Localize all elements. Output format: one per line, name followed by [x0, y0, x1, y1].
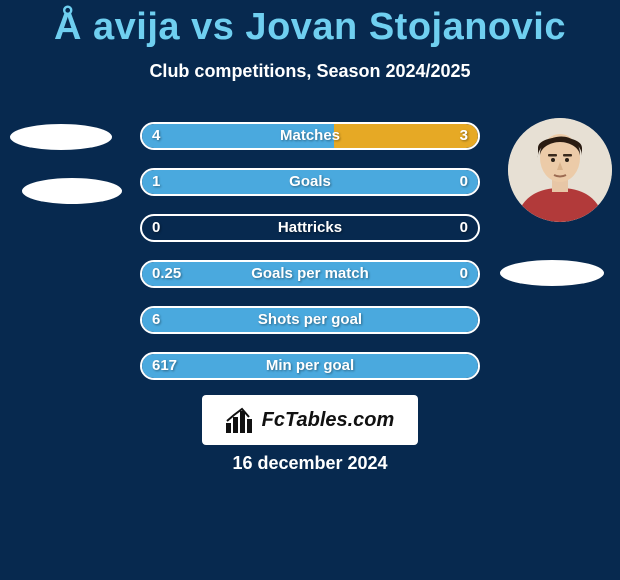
stat-row: Goals10	[0, 156, 620, 202]
snapshot-date: 16 december 2024	[0, 453, 620, 474]
stat-bar-left	[142, 354, 478, 378]
stat-bar-left	[142, 170, 478, 194]
stat-row: Shots per goal6	[0, 294, 620, 340]
bar-chart-icon	[226, 407, 256, 433]
stat-row: Min per goal617	[0, 340, 620, 386]
page-subtitle: Club competitions, Season 2024/2025	[0, 61, 620, 82]
stat-row: Hattricks00	[0, 202, 620, 248]
stat-row: Goals per match0.250	[0, 248, 620, 294]
stat-row: Matches43	[0, 110, 620, 156]
stat-bar-track	[140, 352, 480, 380]
stat-bar-right	[334, 124, 478, 148]
stat-bar-track	[140, 168, 480, 196]
logo-text: FcTables.com	[262, 409, 395, 432]
stat-bar-left	[142, 124, 334, 148]
stat-bar-track	[140, 260, 480, 288]
stat-bar-track	[140, 306, 480, 334]
page-title: Å avija vs Jovan Stojanovic	[0, 0, 620, 49]
comparison-card: Å avija vs Jovan Stojanovic Club competi…	[0, 0, 620, 580]
stat-bar-left	[142, 308, 478, 332]
fctables-logo: FcTables.com	[202, 395, 418, 445]
stat-bar-track	[140, 122, 480, 150]
stats-chart: Matches43Goals10Hattricks00Goals per mat…	[0, 110, 620, 386]
stat-bar-left	[142, 262, 478, 286]
stat-bar-track	[140, 214, 480, 242]
